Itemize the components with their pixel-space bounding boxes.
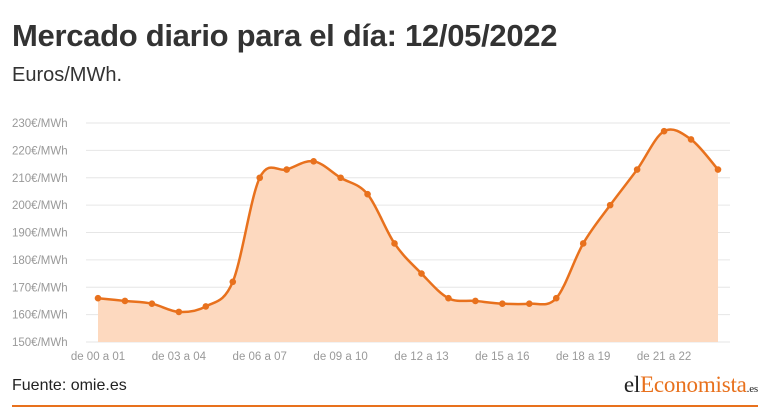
point-layer — [94, 127, 722, 316]
data-point-14[interactable] — [472, 297, 479, 305]
data-point-0[interactable] — [94, 294, 102, 302]
data-point-13[interactable] — [445, 294, 452, 302]
data-point-10[interactable] — [364, 190, 371, 198]
footer-divider — [12, 405, 758, 407]
y-tick-label: 160€/MWh — [12, 310, 68, 322]
data-point-23[interactable] — [714, 166, 722, 173]
data-point-1[interactable] — [121, 297, 129, 305]
data-point-19[interactable] — [606, 201, 614, 209]
data-point-20[interactable] — [633, 166, 641, 173]
data-point-17[interactable] — [552, 294, 560, 302]
data-point-21[interactable] — [660, 127, 668, 135]
y-tick-label: 150€/MWh — [12, 337, 68, 349]
chart-title: Mercado diario para el día: 12/05/2022 — [12, 18, 558, 53]
data-point-6[interactable] — [256, 174, 264, 182]
x-tick-label: de 21 a 22 — [637, 351, 691, 363]
data-point-5[interactable] — [229, 278, 237, 286]
y-tick-label: 190€/MWh — [12, 228, 68, 240]
x-tick-label: de 18 a 19 — [556, 351, 610, 363]
data-point-2[interactable] — [148, 300, 156, 307]
data-point-9[interactable] — [337, 174, 344, 182]
y-tick-label: 230€/MWh — [12, 118, 68, 130]
x-tick-label: de 03 a 04 — [152, 351, 207, 363]
y-tick-label: 220€/MWh — [12, 145, 68, 157]
y-tick-label: 210€/MWh — [12, 173, 68, 185]
data-point-4[interactable] — [202, 303, 210, 310]
data-point-7[interactable] — [283, 166, 290, 173]
logo-part-economista: Economista — [640, 372, 747, 397]
data-point-18[interactable] — [579, 240, 587, 247]
data-point-22[interactable] — [687, 136, 695, 143]
data-point-11[interactable] — [391, 240, 398, 247]
logo-part-el: el — [623, 372, 641, 397]
chart-subtitle: Euros/MWh. — [12, 64, 123, 86]
data-point-8[interactable] — [310, 158, 317, 165]
source-note: Fuente: omie.es — [12, 377, 127, 394]
x-tick-label: de 12 a 13 — [394, 351, 448, 363]
logo-part-es: .es — [746, 383, 759, 395]
data-point-12[interactable] — [418, 270, 425, 277]
data-point-15[interactable] — [499, 300, 506, 307]
x-tick-label: de 00 a 01 — [71, 351, 125, 363]
eleconomista-logo: elEconomista.es — [624, 372, 758, 398]
x-tick-label: de 06 a 07 — [233, 351, 287, 363]
y-tick-label: 200€/MWh — [12, 200, 68, 212]
data-point-3[interactable] — [175, 308, 183, 316]
x-tick-label: de 09 a 10 — [313, 351, 367, 363]
x-tick-label: de 15 a 16 — [475, 351, 529, 363]
y-tick-label: 180€/MWh — [12, 255, 68, 267]
price-area-chart: 150€/MWh 160€/MWh 170€/MWh 180€/MWh 190€/MWh… — [12, 118, 730, 363]
y-tick-label: 170€/MWh — [12, 282, 68, 294]
x-axis-ticks: de 00 a 01 de 03 a 04 de 06 a 07 de 09 a 10… — [71, 351, 691, 363]
y-axis-ticks: 150€/MWh 160€/MWh 170€/MWh 180€/MWh 190€/MWh… — [12, 118, 68, 349]
data-point-16[interactable] — [526, 300, 533, 307]
